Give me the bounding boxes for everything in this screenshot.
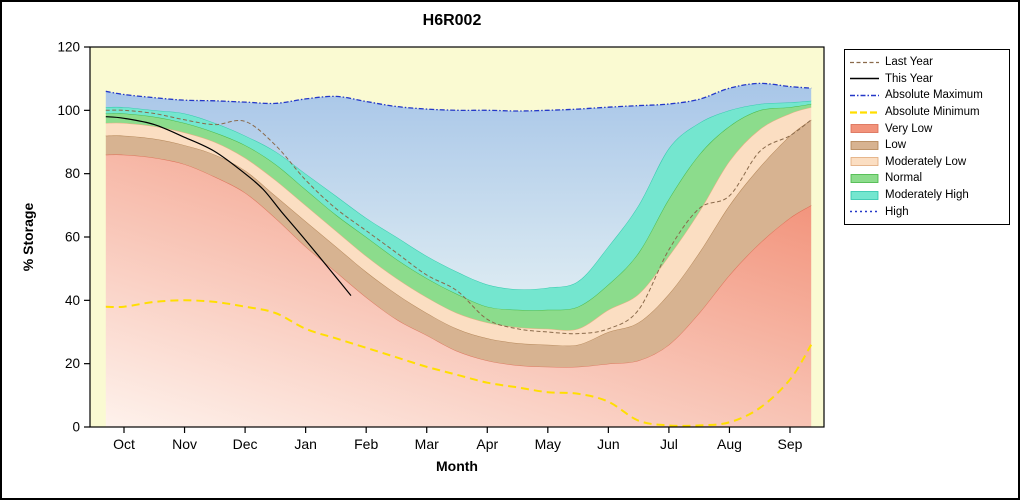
- legend-item-moderately-high: Moderately High: [849, 187, 1005, 204]
- legend-label: Absolute Maximum: [885, 89, 983, 102]
- x-tick-label: Feb: [354, 436, 378, 452]
- y-tick-label: 120: [57, 40, 80, 55]
- legend-swatch-absolute-minimum: [850, 110, 879, 114]
- legend-item-high: High: [849, 203, 1005, 220]
- legend-label: Normal: [885, 172, 923, 185]
- band-areas: [105, 83, 812, 427]
- legend-label: Very Low: [885, 122, 933, 135]
- band-very-low: [105, 154, 812, 427]
- legend-swatch-high: [850, 210, 879, 213]
- x-axis-label: Month: [436, 458, 478, 474]
- legend-swatch-moderately-high: [850, 190, 879, 200]
- y-tick-label: 0: [72, 420, 80, 435]
- legend-label: Absolute Minimum: [885, 106, 980, 119]
- x-tick-label: Aug: [717, 436, 742, 452]
- y-tick-label: 60: [65, 230, 80, 245]
- line-absolute-maximum: [105, 82, 812, 112]
- x-tick-label: Jun: [597, 436, 620, 452]
- legend: Last Year This Year Absolute Maximum Absolu…: [844, 49, 1010, 225]
- legend-label: Moderately Low: [885, 155, 967, 168]
- x-tick-label: Mar: [415, 436, 439, 452]
- legend-item-last-year: Last Year: [849, 54, 1005, 71]
- series-lines: [105, 82, 813, 427]
- legend-item-low: Low: [849, 137, 1005, 154]
- legend-swatch-very-low: [850, 124, 879, 134]
- band-normal: [105, 104, 812, 331]
- legend-swatch-this-year: [850, 78, 879, 80]
- legend-item-absolute-maximum: Absolute Maximum: [849, 87, 1005, 104]
- legend-swatch-moderately-low: [850, 157, 879, 167]
- band-moderately-low: [105, 107, 812, 346]
- x-tick-label: Apr: [476, 436, 498, 452]
- legend-label: Low: [885, 139, 907, 152]
- x-tick-label: Sep: [778, 436, 803, 452]
- y-tick-label: 20: [65, 356, 80, 371]
- legend-swatch-last-year: [850, 61, 879, 63]
- x-tick-label: Jan: [294, 436, 317, 452]
- legend-item-very-low: Very Low: [849, 120, 1005, 137]
- chart-title: H6R002: [422, 12, 482, 29]
- x-tick-label: Oct: [113, 436, 135, 452]
- legend-swatch-normal: [850, 174, 879, 183]
- y-tick-label: 80: [65, 166, 80, 181]
- y-tick-label: 40: [65, 293, 80, 308]
- legend-label: Moderately High: [885, 189, 969, 202]
- x-tick-label: May: [535, 436, 561, 452]
- legend-item-normal: Normal: [849, 170, 1005, 187]
- x-tick-label: Dec: [233, 436, 258, 452]
- x-tick-label: Jul: [660, 436, 678, 452]
- legend-swatch-low: [850, 140, 879, 150]
- band-high: [105, 83, 812, 290]
- line-absolute-minimum: [105, 299, 813, 427]
- legend-label: This Year: [885, 72, 933, 85]
- y-tick-label: 100: [57, 103, 80, 118]
- y-axis-label: % Storage: [20, 202, 36, 272]
- x-tick-label: Nov: [172, 436, 197, 452]
- legend-item-this-year: This Year: [849, 71, 1005, 88]
- line-this-year: [105, 116, 352, 296]
- legend-label: High: [885, 205, 909, 218]
- legend-swatch-absolute-maximum: [850, 94, 879, 97]
- legend-label: Last Year: [885, 56, 933, 69]
- band-low: [105, 119, 812, 368]
- legend-item-moderately-low: Moderately Low: [849, 154, 1005, 171]
- legend-item-absolute-minimum: Absolute Minimum: [849, 104, 1005, 121]
